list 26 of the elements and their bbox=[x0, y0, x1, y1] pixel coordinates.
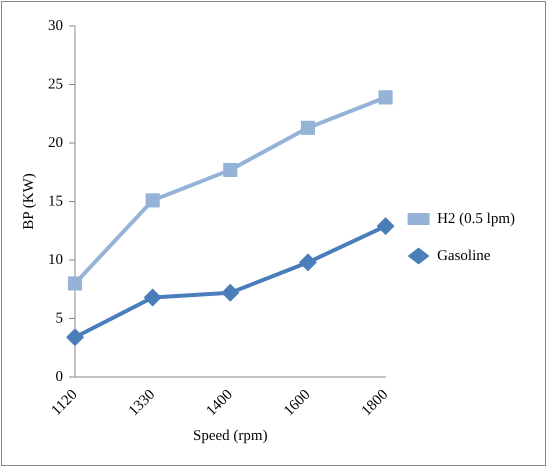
point bbox=[223, 162, 238, 178]
point bbox=[144, 288, 162, 306]
y-axis-title: BP (KW) bbox=[20, 173, 37, 230]
legend-label: Gasoline bbox=[437, 248, 491, 264]
point bbox=[221, 284, 240, 302]
point bbox=[66, 328, 84, 346]
point bbox=[300, 120, 316, 135]
point bbox=[298, 253, 317, 272]
y-tick-label: 15 bbox=[48, 193, 63, 210]
x-tick-label: 1400 bbox=[203, 386, 236, 420]
y-tick-label: 30 bbox=[48, 18, 63, 34]
y-tick-label: 25 bbox=[48, 76, 63, 92]
y-tick-label: 5 bbox=[56, 310, 63, 326]
point bbox=[378, 90, 393, 104]
y-tick-label: 10 bbox=[48, 252, 63, 268]
x-tick-label: 1800 bbox=[358, 386, 392, 420]
y-tick-label: 0 bbox=[56, 368, 63, 385]
x-tick-label: 1600 bbox=[281, 386, 314, 420]
y-tick-label: 20 bbox=[48, 134, 63, 151]
legend-label: H2 (0.5 lpm) bbox=[437, 210, 516, 227]
point bbox=[146, 193, 160, 208]
point bbox=[68, 276, 82, 291]
x-axis-title: Speed (rpm) bbox=[193, 428, 268, 444]
x-tick-label: 1330 bbox=[126, 386, 158, 420]
x-tick-label: 1120 bbox=[48, 386, 81, 419]
point bbox=[376, 217, 395, 236]
